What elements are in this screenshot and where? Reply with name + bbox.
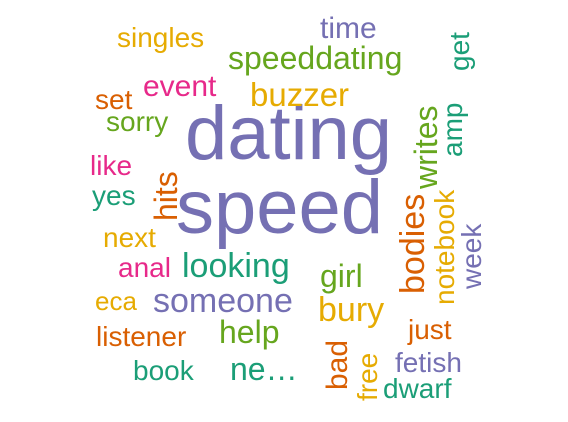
word-listener: listener (96, 321, 187, 352)
word-speeddating: speeddating (228, 40, 403, 76)
word-looking: looking (182, 247, 290, 285)
word-book: book (133, 355, 194, 386)
word-sorry: sorry (106, 106, 169, 137)
word-bodies: bodies (394, 193, 432, 294)
word-someone: someone (153, 282, 293, 320)
word-set: set (95, 84, 133, 115)
word-dating: dating (185, 91, 393, 176)
word-event: event (143, 70, 217, 103)
word-yes: yes (92, 180, 136, 211)
word-fetish: fetish (395, 347, 462, 378)
word-amp: amp (437, 102, 468, 157)
word-bad: bad (321, 339, 354, 390)
word-like: like (90, 150, 133, 181)
word-time: time (320, 12, 377, 45)
word-free: free (352, 352, 383, 401)
word-just: just (408, 314, 452, 345)
word-week: week (456, 223, 487, 289)
word-anal: anal (118, 252, 171, 283)
word-notebook: notebook (429, 189, 460, 305)
word-eca: eca (95, 286, 137, 316)
word-girl: girl (320, 258, 363, 294)
word-get: get (444, 32, 475, 71)
word-help: help (219, 314, 280, 350)
word-next: next (103, 222, 156, 253)
word-buzzer: buzzer (250, 76, 350, 113)
word-singles: singles (117, 22, 205, 53)
word-bury: bury (318, 291, 385, 329)
word-hits: hits (148, 171, 184, 221)
word-dwarf: dwarf (383, 373, 452, 404)
word-ne: ne… (230, 351, 298, 387)
word-speed: speed (176, 165, 384, 250)
